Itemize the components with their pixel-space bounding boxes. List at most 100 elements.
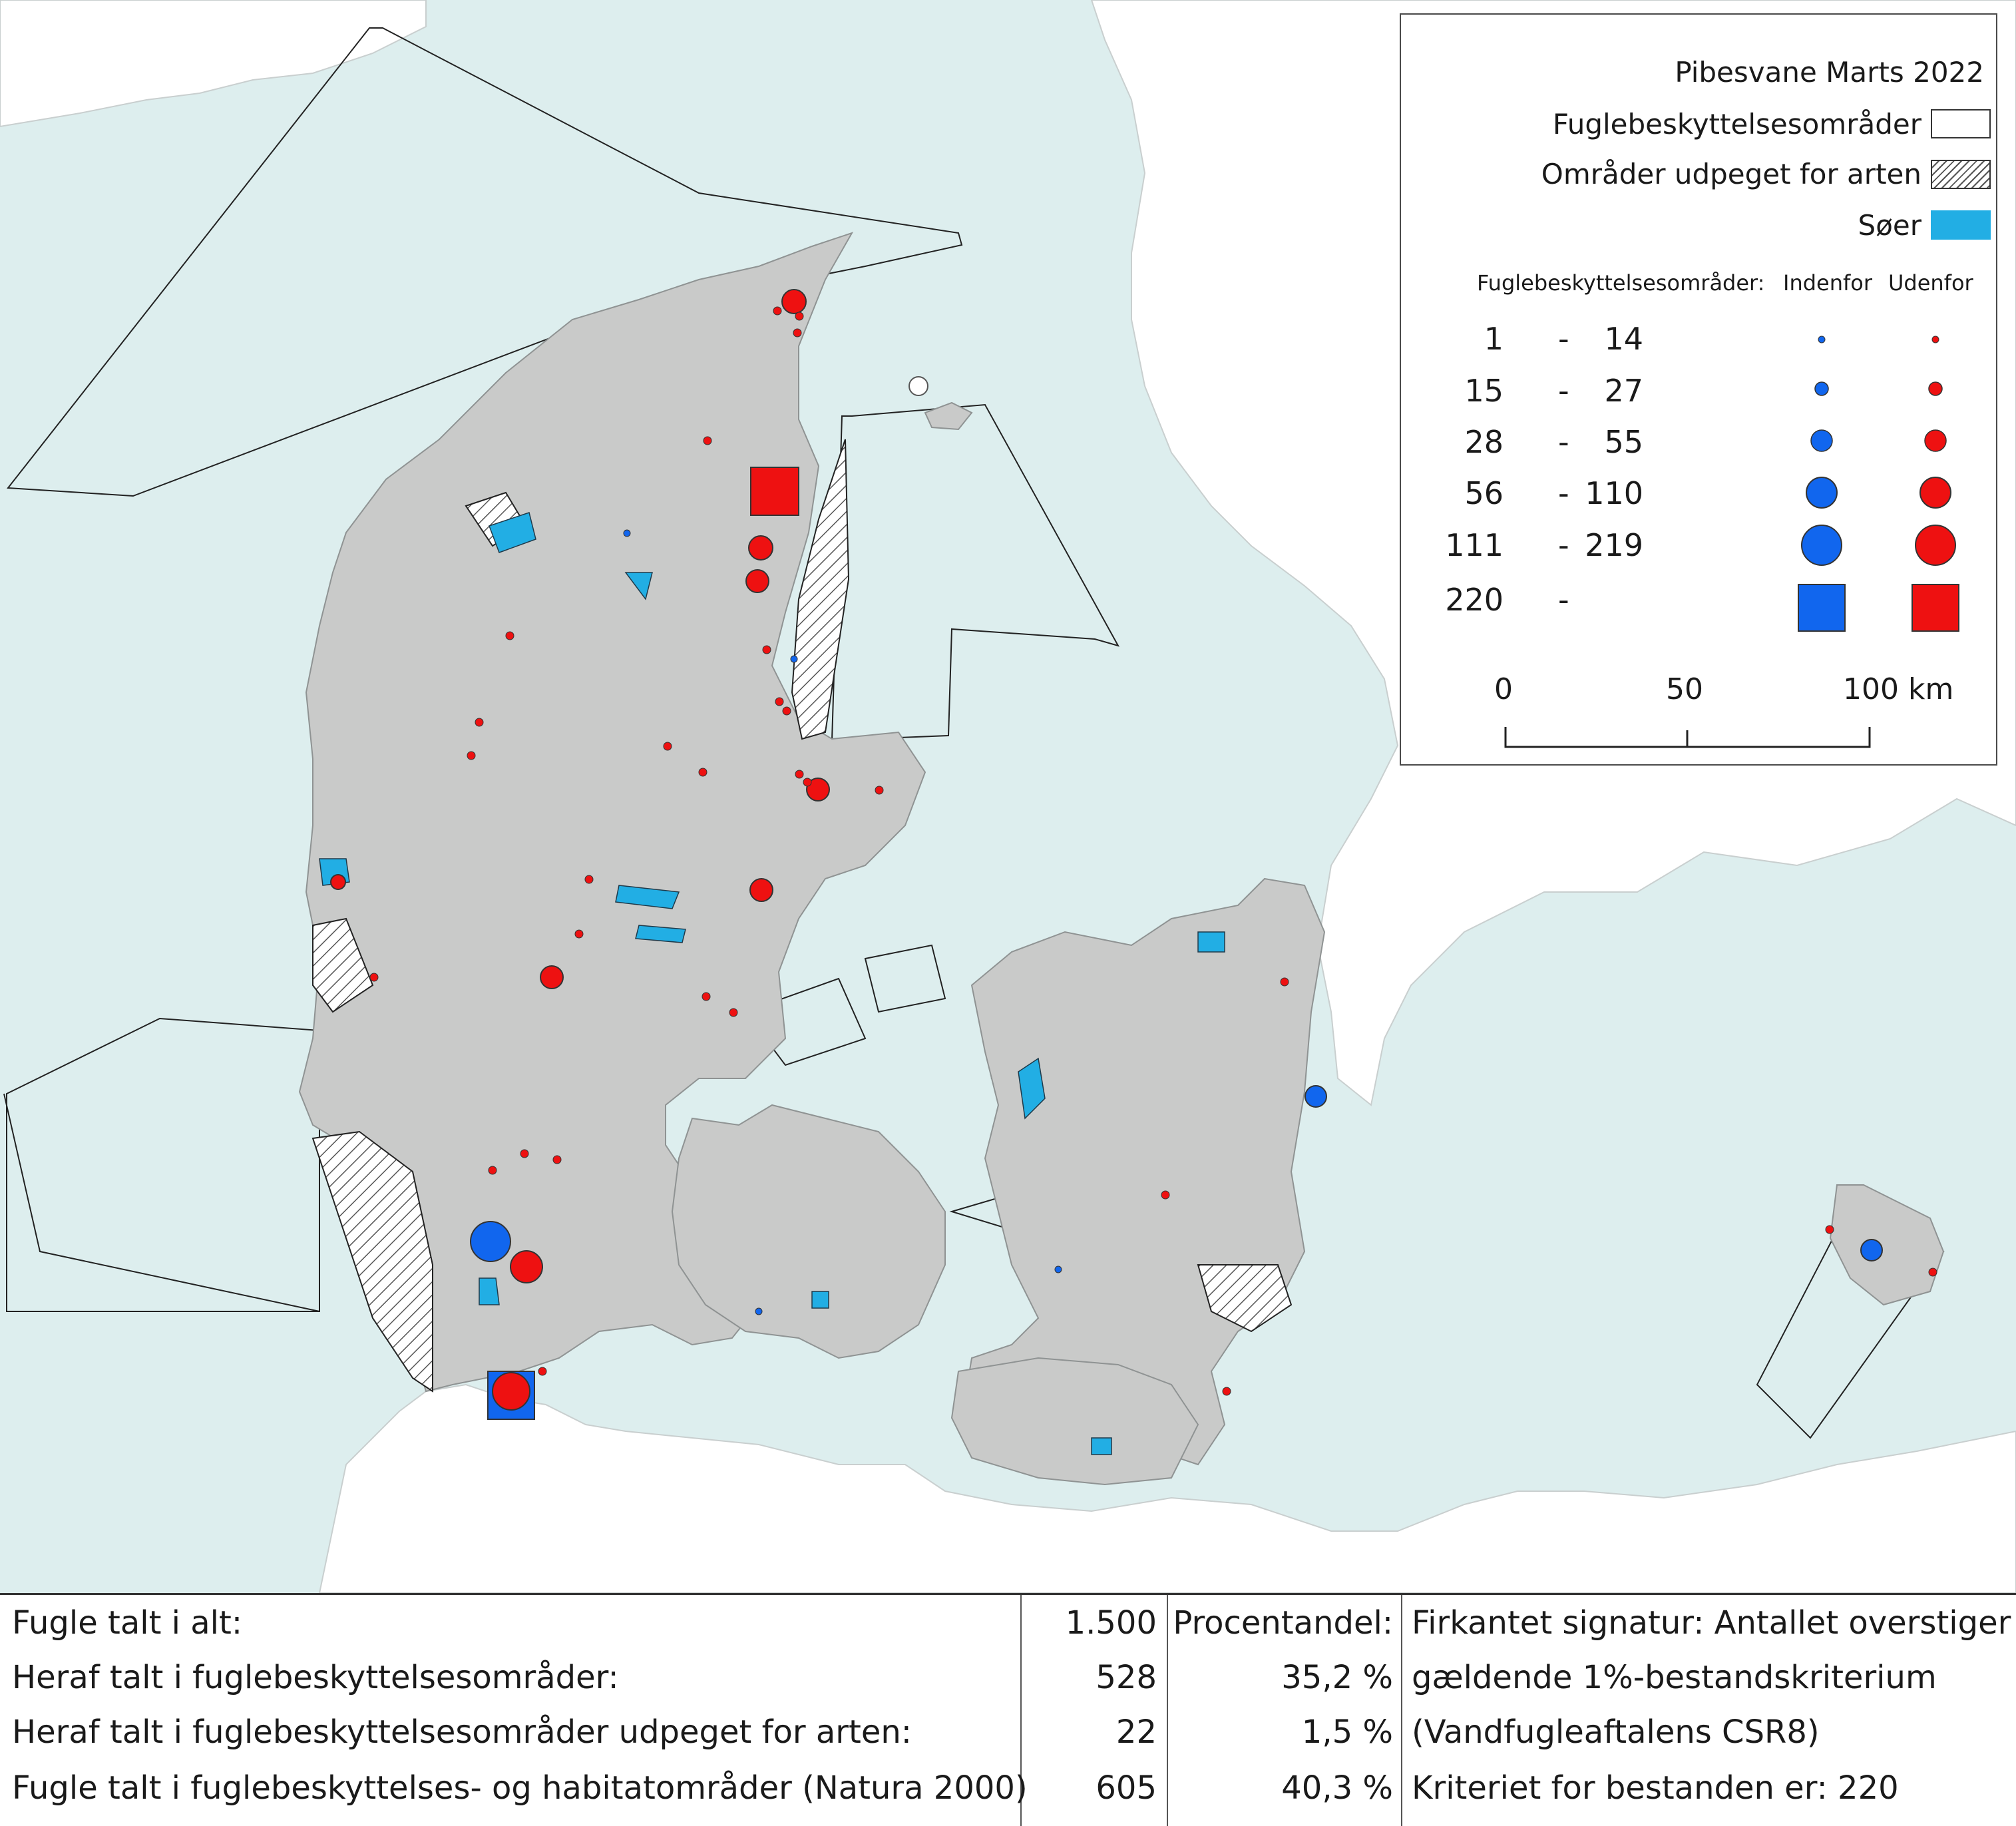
- obs-outside-circle: [781, 289, 807, 314]
- legend-class-high: 14: [1604, 321, 1643, 357]
- stats-row-pct: Procentandel:: [1173, 1604, 1393, 1642]
- obs-inside-circle: [1860, 1239, 1883, 1261]
- stats-row-label: Fugle talt i fuglebeskyttelses- og habit…: [12, 1769, 1028, 1807]
- stats-row-pct: 1,5 %: [1301, 1713, 1393, 1751]
- obs-outside-dot: [782, 706, 791, 716]
- obs-outside-circle: [748, 535, 773, 561]
- obs-outside-dot: [702, 992, 711, 1001]
- lolland-landmass: [950, 1357, 1199, 1486]
- obs-outside-dot: [775, 697, 784, 706]
- obs-outside-dot: [1222, 1387, 1231, 1396]
- map-legend: Pibesvane Marts 2022 Fuglebeskyttelsesom…: [1400, 13, 1997, 766]
- obs-outside-dot: [1825, 1225, 1834, 1234]
- legend-inside-symbol-1: [1818, 336, 1826, 343]
- obs-inside-dot: [755, 1307, 763, 1315]
- legend-outside-symbol-3: [1924, 429, 1947, 452]
- obs-outside-dot: [793, 328, 802, 338]
- table-divider: [1167, 1595, 1168, 1826]
- obs-outside-dot: [875, 786, 884, 795]
- obs-outside-dot: [762, 645, 771, 654]
- anholt-landmass: [908, 376, 929, 396]
- legend-label-designated-areas: Områder udpeget for arten: [1541, 158, 1921, 190]
- obs-outside-square: [750, 467, 799, 516]
- obs-outside-circle: [806, 778, 830, 801]
- legend-swatch-protection-areas: [1931, 109, 1991, 138]
- legend-outside-symbol-6: [1912, 584, 1959, 632]
- legend-class-high: 55: [1604, 424, 1643, 460]
- map-panel[interactable]: Pibesvane Marts 2022 Fuglebeskyttelsesom…: [0, 0, 2016, 1593]
- stats-row-label: Heraf talt i fuglebeskyttelsesområder:: [12, 1659, 619, 1696]
- legend-symbols: [1504, 336, 1959, 748]
- scale-bar: [1504, 727, 1871, 748]
- obs-outside-circle: [540, 965, 564, 989]
- scale-label-0: 0: [1494, 672, 1513, 706]
- stats-row-pct: 40,3 %: [1281, 1769, 1393, 1807]
- obs-inside-dot: [1054, 1265, 1062, 1273]
- obs-outside-dot: [663, 742, 672, 751]
- legend-class-dash: -: [1558, 582, 1569, 618]
- legend-class-low: 56: [1464, 475, 1504, 511]
- stats-row-value: 528: [1096, 1659, 1157, 1696]
- obs-outside-dot: [488, 1166, 497, 1175]
- stats-table: Fugle talt i alt: 1.500 Procentandel: Fi…: [0, 1593, 2016, 1826]
- stats-note: (Vandfugleaftalens CSR8): [1412, 1713, 1820, 1751]
- obs-outside-dot: [1928, 1267, 1937, 1277]
- legend-class-dash: -: [1558, 373, 1569, 409]
- obs-outside-circle: [510, 1250, 543, 1283]
- legend-label-lakes: Søer: [1858, 209, 1921, 242]
- stats-row-pct: 35,2 %: [1281, 1659, 1393, 1696]
- legend-outside-symbol-1: [1931, 336, 1939, 343]
- obs-outside-dot: [584, 875, 594, 884]
- legend-class-dash: -: [1558, 527, 1569, 563]
- legend-class-low: 111: [1445, 527, 1504, 563]
- obs-outside-circle: [492, 1372, 530, 1411]
- legend-inside-symbol-5: [1801, 525, 1842, 566]
- legend-inside-symbol-6: [1798, 584, 1846, 632]
- legend-class-dash: -: [1558, 321, 1569, 357]
- legend-swatch-designated-areas: [1931, 160, 1991, 189]
- legend-inside-symbol-2: [1814, 381, 1829, 396]
- obs-outside-circle: [745, 569, 769, 593]
- legend-class-dash: -: [1558, 424, 1569, 460]
- legend-outside-symbol-5: [1915, 525, 1956, 566]
- designated-areas: [311, 439, 1293, 1393]
- legend-class-low: 15: [1464, 373, 1504, 409]
- obs-outside-dot: [475, 718, 484, 727]
- legend-outside-symbol-2: [1928, 381, 1943, 396]
- obs-outside-circle: [749, 878, 773, 902]
- table-divider: [1401, 1595, 1402, 1826]
- obs-outside-dot: [552, 1155, 562, 1164]
- lakes: [319, 512, 1225, 1455]
- obs-outside-dot: [773, 306, 782, 316]
- stats-row-value: 605: [1096, 1769, 1157, 1807]
- obs-outside-dot: [795, 770, 804, 779]
- table-divider: [1020, 1595, 1022, 1826]
- legend-class-high: 110: [1585, 475, 1643, 511]
- stats-note: Firkantet signatur: Antallet overstiger: [1412, 1604, 2011, 1642]
- obs-outside-dot: [574, 929, 584, 939]
- legend-class-dash: -: [1558, 475, 1569, 511]
- obs-inside-dot: [623, 529, 631, 537]
- obs-outside-dot: [698, 768, 707, 777]
- obs-outside-dot: [505, 631, 514, 640]
- legend-outside-header: Udenfor: [1888, 270, 1973, 296]
- stats-row-value: 1.500: [1065, 1604, 1157, 1642]
- stats-row-label: Fugle talt i alt:: [12, 1604, 242, 1642]
- obs-outside-dot: [369, 973, 379, 982]
- legend-label-protection-areas: Fuglebeskyttelsesområder: [1552, 108, 1921, 140]
- stats-note: Kriteriet for bestanden er: 220: [1412, 1769, 1899, 1807]
- obs-outside-dot: [520, 1149, 529, 1158]
- norway-coast: [0, 0, 427, 128]
- stats-row-label: Heraf talt i fuglebeskyttelsesområder ud…: [12, 1713, 912, 1751]
- legend-inside-symbol-4: [1806, 477, 1838, 509]
- obs-outside-dot: [1280, 977, 1289, 987]
- legend-title: Pibesvane Marts 2022: [1675, 56, 1984, 89]
- stats-row-value: 22: [1115, 1713, 1157, 1751]
- observation-symbols: [330, 289, 1937, 1420]
- obs-outside-circle: [330, 874, 346, 890]
- obs-outside-dot: [703, 436, 712, 445]
- legend-class-low: 28: [1464, 424, 1504, 460]
- legend-count-header: Fuglebeskyttelsesområder:: [1477, 270, 1765, 296]
- legend-class-low: 220: [1445, 582, 1504, 618]
- fyn-landmass: [671, 1104, 946, 1359]
